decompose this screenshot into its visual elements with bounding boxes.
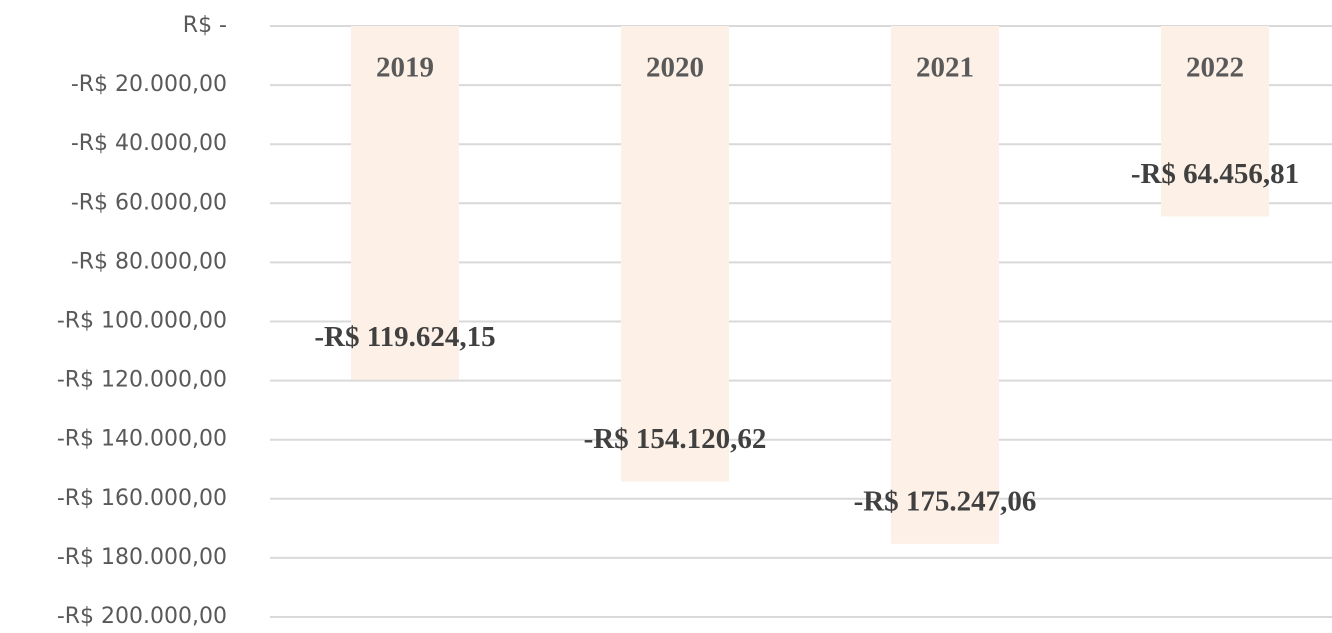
value-label: -R$ 175.247,06 (854, 486, 1037, 518)
y-tick-label: -R$ 120.000,00 (57, 368, 227, 393)
y-tick-label: -R$ 140.000,00 (57, 427, 227, 452)
value-label: -R$ 64.456,81 (1131, 158, 1299, 190)
y-tick-label: -R$ 20.000,00 (71, 72, 227, 97)
y-tick-label: -R$ 180.000,00 (57, 545, 227, 570)
y-tick-label: R$ - (183, 13, 227, 38)
value-label: -R$ 154.120,62 (584, 423, 767, 455)
bar (351, 26, 459, 380)
category-label: 2022 (1186, 52, 1244, 84)
bar (1161, 26, 1269, 217)
labels: R$ - -R$ 20.000,00 -R$ 40.000,00 -R$ 60.000… (57, 13, 1299, 629)
y-tick-label: -R$ 40.000,00 (71, 131, 227, 156)
category-label: 2021 (916, 52, 974, 84)
bar (891, 26, 999, 544)
value-label: -R$ 119.624,15 (314, 321, 495, 353)
bar (621, 26, 729, 482)
category-label: 2019 (376, 52, 434, 84)
y-tick-label: -R$ 100.000,00 (57, 309, 227, 334)
y-tick-label: -R$ 80.000,00 (71, 249, 227, 274)
bars (351, 26, 1269, 544)
y-tick-label: -R$ 200.000,00 (57, 604, 227, 629)
y-tick-label: -R$ 160.000,00 (57, 486, 227, 511)
category-label: 2020 (646, 52, 704, 84)
y-tick-label: -R$ 60.000,00 (71, 190, 227, 215)
